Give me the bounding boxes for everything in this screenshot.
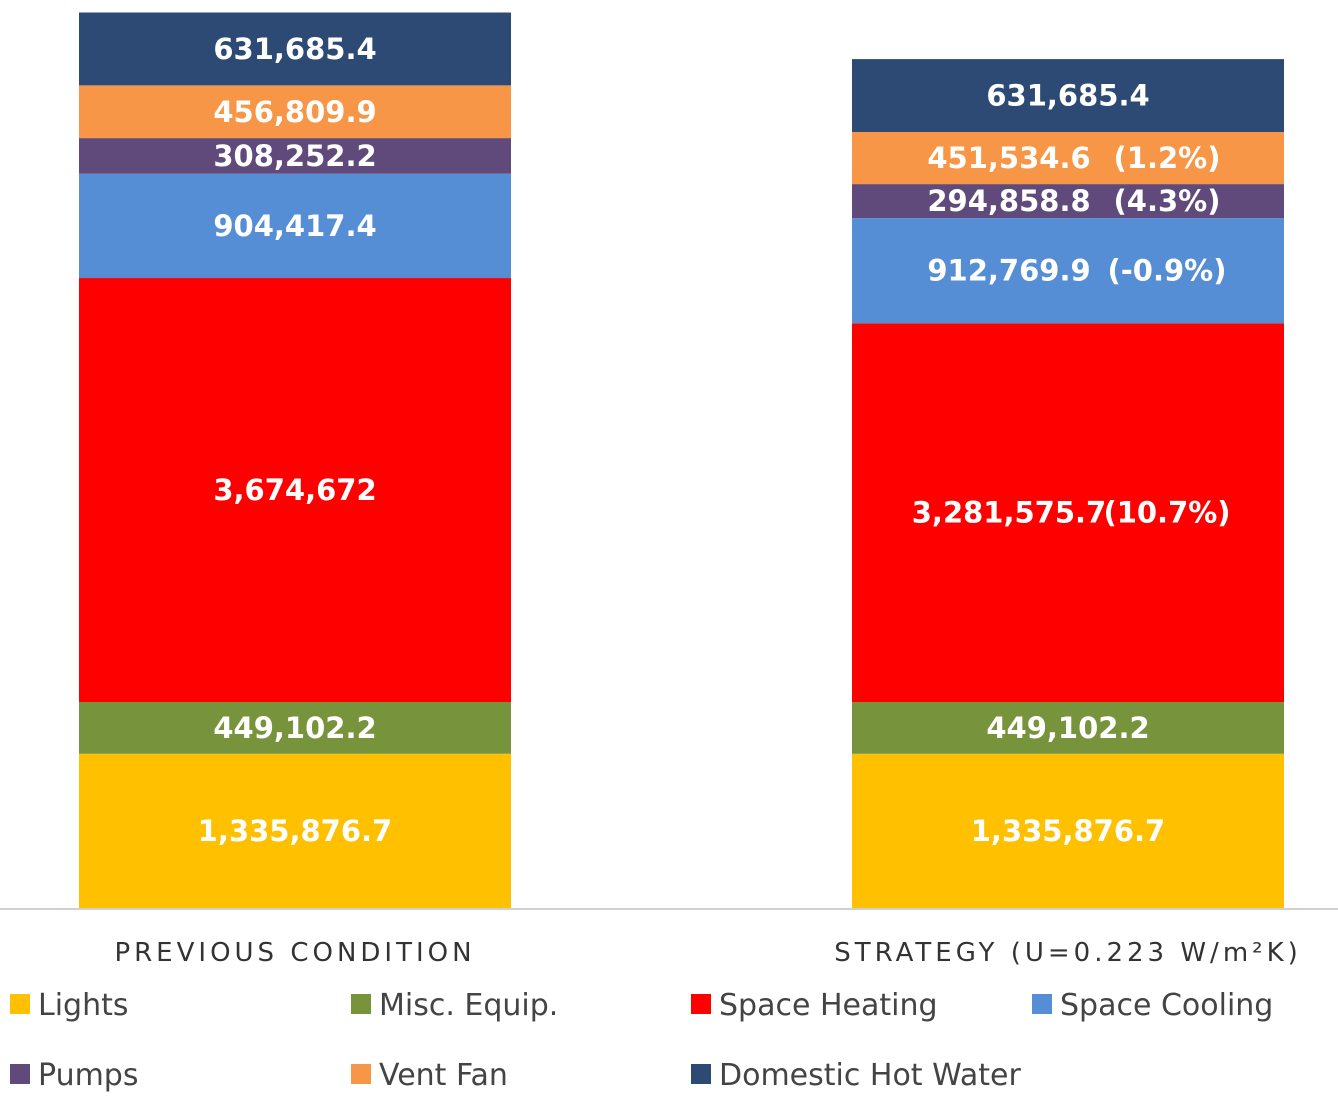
bar-segment-vent-fan-2 — [852, 132, 1284, 185]
data-label: 449,102.2 — [986, 711, 1149, 745]
bar-segment-domestic-hot-water-2 — [852, 59, 1284, 132]
legend: Lights Misc. Equip. Space Heating Space Coo… — [10, 988, 1273, 1093]
legend-label: Pumps — [38, 1058, 138, 1093]
data-label: 451,534.6 — [927, 141, 1090, 175]
data-label: 3,674,672 — [213, 473, 376, 507]
legend-swatch — [691, 1064, 711, 1084]
bar-segment-misc-equip-2 — [852, 702, 1284, 754]
bar-segment-pumps-2 — [852, 184, 1284, 219]
category-labels: PREVIOUS CONDITION STRATEGY (U=0.223 W/m²… — [114, 938, 1302, 968]
category-label: STRATEGY (U=0.223 W/m²K) — [834, 938, 1302, 968]
legend-label: Domestic Hot Water — [719, 1058, 1021, 1093]
legend-item-lights: Lights — [10, 988, 129, 1023]
bar-segment-misc-equip-1 — [79, 702, 511, 754]
legend-swatch — [351, 1064, 371, 1084]
legend-label: Lights — [38, 988, 129, 1023]
bars-layer: 1,335,876.7 449,102.2 3,674,672 904,417.4 30… — [79, 12, 1284, 908]
bar-segment-space-heating-1 — [79, 278, 511, 702]
bar-segment-space-heating-2 — [852, 323, 1284, 702]
percent-change-label: (4.3%) — [1114, 184, 1221, 218]
percent-change-label: (-0.9%) — [1108, 254, 1227, 288]
legend-item-vent-fan: Vent Fan — [351, 1058, 508, 1093]
bar-segment-lights-1 — [79, 753, 511, 908]
bar-segment-lights-2 — [852, 753, 1284, 908]
percent-change-label: (1.2%) — [1114, 141, 1221, 175]
data-label: 631,685.4 — [213, 32, 376, 66]
category-label: PREVIOUS CONDITION — [114, 938, 475, 968]
data-label: 904,417.4 — [213, 209, 376, 243]
bar-segment-space-cooling-1 — [79, 173, 511, 279]
data-label: 631,685.4 — [986, 79, 1149, 113]
legend-swatch — [351, 994, 371, 1014]
legend-item-space-cooling: Space Cooling — [1032, 988, 1273, 1023]
data-label: 449,102.2 — [213, 711, 376, 745]
legend-label: Space Cooling — [1060, 988, 1273, 1023]
bar-segment-vent-fan-1 — [79, 85, 511, 139]
data-label: 294,858.8 — [927, 184, 1090, 218]
data-label: 3,281,575.7 — [912, 496, 1106, 530]
data-label: 1,335,876.7 — [198, 814, 392, 848]
data-label: 456,809.9 — [213, 95, 376, 129]
legend-label: Vent Fan — [379, 1058, 508, 1093]
legend-item-domestic-hot-water: Domestic Hot Water — [691, 1058, 1021, 1093]
legend-item-pumps: Pumps — [10, 1058, 138, 1093]
legend-item-misc-equip: Misc. Equip. — [351, 988, 558, 1023]
bar-segment-space-cooling-2 — [852, 218, 1284, 324]
data-label: 308,252.2 — [213, 139, 376, 173]
bar-segment-domestic-hot-water-1 — [79, 12, 511, 86]
legend-item-space-heating: Space Heating — [691, 988, 938, 1023]
data-label: 1,335,876.7 — [971, 814, 1165, 848]
legend-swatch — [10, 1064, 30, 1084]
legend-swatch — [10, 994, 30, 1014]
legend-swatch — [1032, 994, 1052, 1014]
data-label: 912,769.9 — [927, 254, 1090, 288]
bar-segment-pumps-1 — [79, 138, 511, 174]
legend-label: Misc. Equip. — [379, 988, 558, 1023]
percent-change-label: (10.7%) — [1103, 496, 1230, 530]
legend-swatch — [691, 994, 711, 1014]
legend-label: Space Heating — [719, 988, 938, 1023]
